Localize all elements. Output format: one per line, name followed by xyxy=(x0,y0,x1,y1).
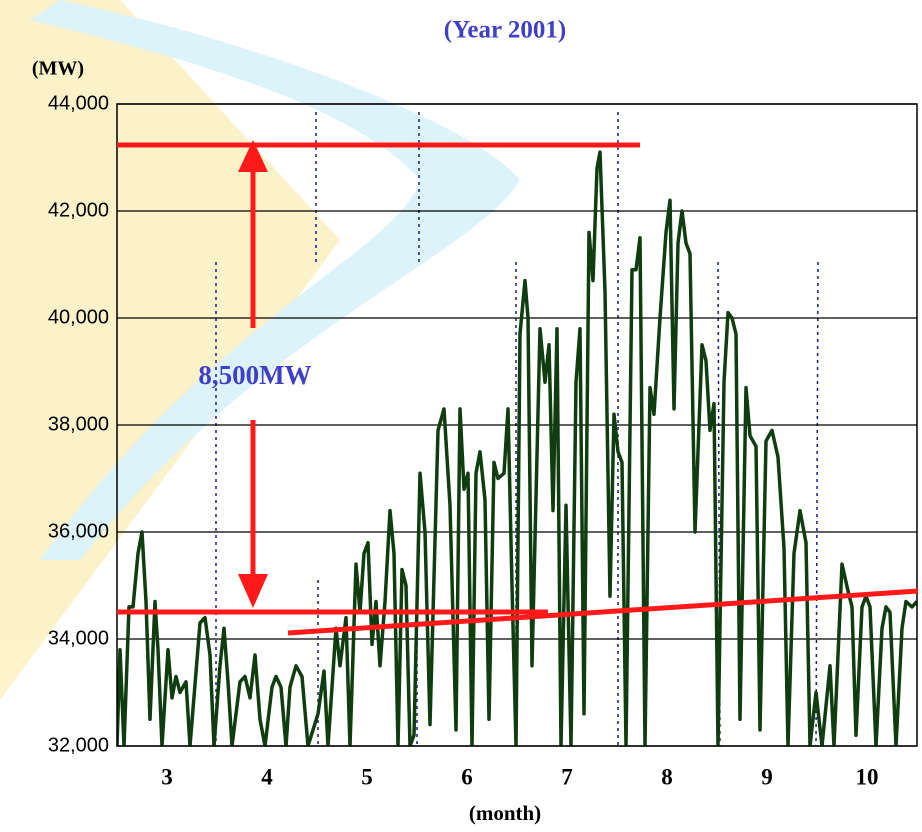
x-tick-label: 8 xyxy=(661,764,673,789)
chart: (Year 2001) (MW) (month) 8,500MW 32,000 3… xyxy=(0,0,922,832)
y-tick-label: 42,000 xyxy=(48,199,109,221)
x-tick-label: 3 xyxy=(161,764,173,789)
x-tick-label: 10 xyxy=(856,764,879,789)
y-axis-label: (MW) xyxy=(32,58,84,80)
y-tick-label: 38,000 xyxy=(48,413,109,435)
y-tick-label: 32,000 xyxy=(48,734,109,756)
x-axis-label: (month) xyxy=(469,801,541,825)
annotation: 8,500MW xyxy=(198,360,311,390)
x-tick-label: 4 xyxy=(261,764,273,789)
y-tick-label: 34,000 xyxy=(48,627,109,649)
x-tick-label: 6 xyxy=(461,764,473,789)
x-tick-label: 9 xyxy=(761,764,773,789)
x-tick-label: 5 xyxy=(361,764,373,789)
chart-title: (Year 2001) xyxy=(444,17,566,44)
y-tick-label: 44,000 xyxy=(48,92,109,114)
x-tick-label: 7 xyxy=(561,764,573,789)
y-tick-label: 36,000 xyxy=(48,520,109,542)
page: (Year 2001) (MW) (month) 8,500MW 32,000 3… xyxy=(0,0,922,832)
y-tick-label: 40,000 xyxy=(48,306,109,328)
